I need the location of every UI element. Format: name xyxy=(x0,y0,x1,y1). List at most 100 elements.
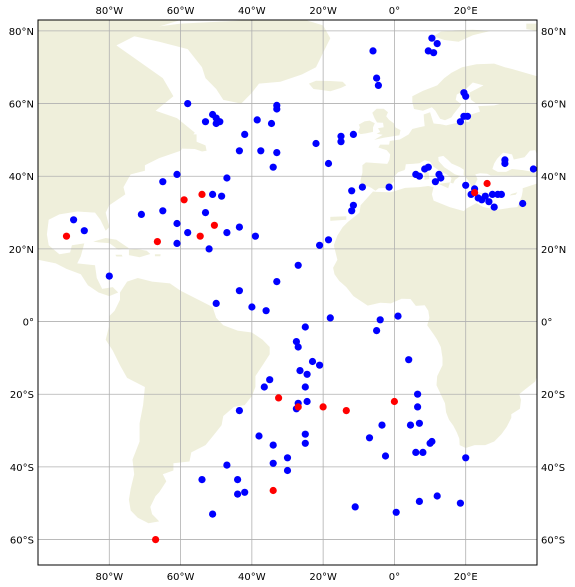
top-lon-label: 20°E xyxy=(454,6,478,17)
greenland-shape xyxy=(134,20,331,104)
bottom-lon-label: 80°W xyxy=(95,572,123,583)
red-marker xyxy=(483,179,491,188)
blue-marker xyxy=(137,210,145,218)
blue-marker xyxy=(269,163,277,171)
blue-marker xyxy=(257,147,265,155)
left-lat-label: 20°N xyxy=(9,245,34,256)
blue-marker xyxy=(497,190,505,198)
europe-asia-shape xyxy=(333,20,537,448)
blue-marker xyxy=(212,119,220,128)
blue-marker xyxy=(415,172,423,180)
right-lat-label: 0° xyxy=(541,318,552,329)
blue-marker xyxy=(301,439,309,447)
blue-marker xyxy=(348,207,356,215)
bottom-lon-label: 20°E xyxy=(454,572,478,583)
blue-marker xyxy=(273,105,281,113)
blue-marker xyxy=(301,323,309,331)
top-lon-label: 80°W xyxy=(95,6,123,17)
blue-marker xyxy=(405,356,413,364)
blue-marker xyxy=(303,370,311,378)
right-lat-label: 60°N xyxy=(541,100,566,111)
blue-marker xyxy=(385,183,393,191)
blue-marker xyxy=(373,74,381,82)
blue-marker xyxy=(316,241,324,249)
blue-marker xyxy=(337,132,345,140)
left-lat-label: 60°S xyxy=(10,536,34,547)
right-lat-label: 40°S xyxy=(541,463,565,474)
top-lon-label: 40°W xyxy=(238,6,266,17)
blue-marker xyxy=(378,421,386,429)
blue-marker xyxy=(358,183,366,191)
south-america-shape xyxy=(105,278,270,524)
blue-marker xyxy=(373,327,381,335)
top-lon-label: 60°W xyxy=(167,6,195,17)
blue-marker xyxy=(490,203,498,211)
blue-marker xyxy=(414,403,422,411)
blue-marker xyxy=(376,316,384,324)
svalbard-shape xyxy=(433,29,491,42)
north-america-shape xyxy=(38,20,195,297)
blue-marker xyxy=(201,118,210,126)
blue-marker xyxy=(234,476,242,484)
left-lat-label: 60°N xyxy=(9,100,34,111)
blue-marker xyxy=(218,192,226,200)
top-lon-label: 20°W xyxy=(309,6,337,17)
right-lat-label: 80°N xyxy=(541,27,566,38)
blue-marker xyxy=(173,239,181,247)
blue-marker xyxy=(394,312,402,320)
red-marker xyxy=(153,238,161,246)
blue-marker xyxy=(105,272,113,280)
hispaniola-shape xyxy=(128,248,151,258)
cyprus-shape xyxy=(509,192,518,196)
blue-marker xyxy=(324,159,333,168)
red-marker xyxy=(275,394,283,402)
blue-marker xyxy=(485,198,493,206)
blue-marker xyxy=(431,178,439,186)
blue-marker xyxy=(234,490,242,498)
blue-marker xyxy=(184,229,192,237)
blue-marker xyxy=(529,165,537,173)
blue-marker xyxy=(381,452,390,460)
right-lat-label: 60°S xyxy=(541,536,565,547)
blue-marker xyxy=(456,118,464,126)
left-lat-label: 0° xyxy=(23,318,34,329)
bottom-lon-label: 0° xyxy=(389,572,400,583)
blue-marker xyxy=(198,476,206,484)
left-lat-label: 40°S xyxy=(10,463,34,474)
map-frame xyxy=(37,19,538,566)
blue-marker xyxy=(326,314,334,322)
red-marker xyxy=(342,407,350,415)
red-marker xyxy=(180,196,188,204)
blue-marker xyxy=(308,357,317,366)
blue-marker xyxy=(273,278,281,286)
blue-marker xyxy=(205,245,213,253)
blue-marker xyxy=(351,503,359,511)
canary-shape xyxy=(330,216,347,221)
blue-marker xyxy=(501,159,509,168)
blue-marker xyxy=(415,497,423,505)
blue-marker xyxy=(159,207,167,215)
red-marker xyxy=(198,190,206,198)
blue-marker xyxy=(301,430,309,438)
blue-marker xyxy=(428,34,436,42)
novaya-zemlya-edge-shape xyxy=(526,23,537,31)
red-marker xyxy=(269,486,277,495)
blue-marker xyxy=(235,407,243,415)
blue-marker xyxy=(406,421,415,429)
blue-marker xyxy=(414,390,422,398)
blue-marker xyxy=(223,229,231,237)
blue-marker xyxy=(374,81,382,89)
jamaica-shape xyxy=(115,254,123,257)
blue-marker xyxy=(369,47,377,55)
blue-marker xyxy=(337,138,345,146)
blue-marker xyxy=(260,383,268,391)
red-marker xyxy=(471,189,479,197)
left-lat-label: 20°S xyxy=(10,390,34,401)
blue-marker xyxy=(428,437,436,446)
right-lat-label: 20°N xyxy=(541,245,566,256)
blue-marker xyxy=(294,261,302,269)
blue-marker xyxy=(235,223,243,231)
blue-marker xyxy=(80,227,88,235)
blue-marker xyxy=(437,174,445,182)
right-lat-label: 40°N xyxy=(541,172,566,183)
